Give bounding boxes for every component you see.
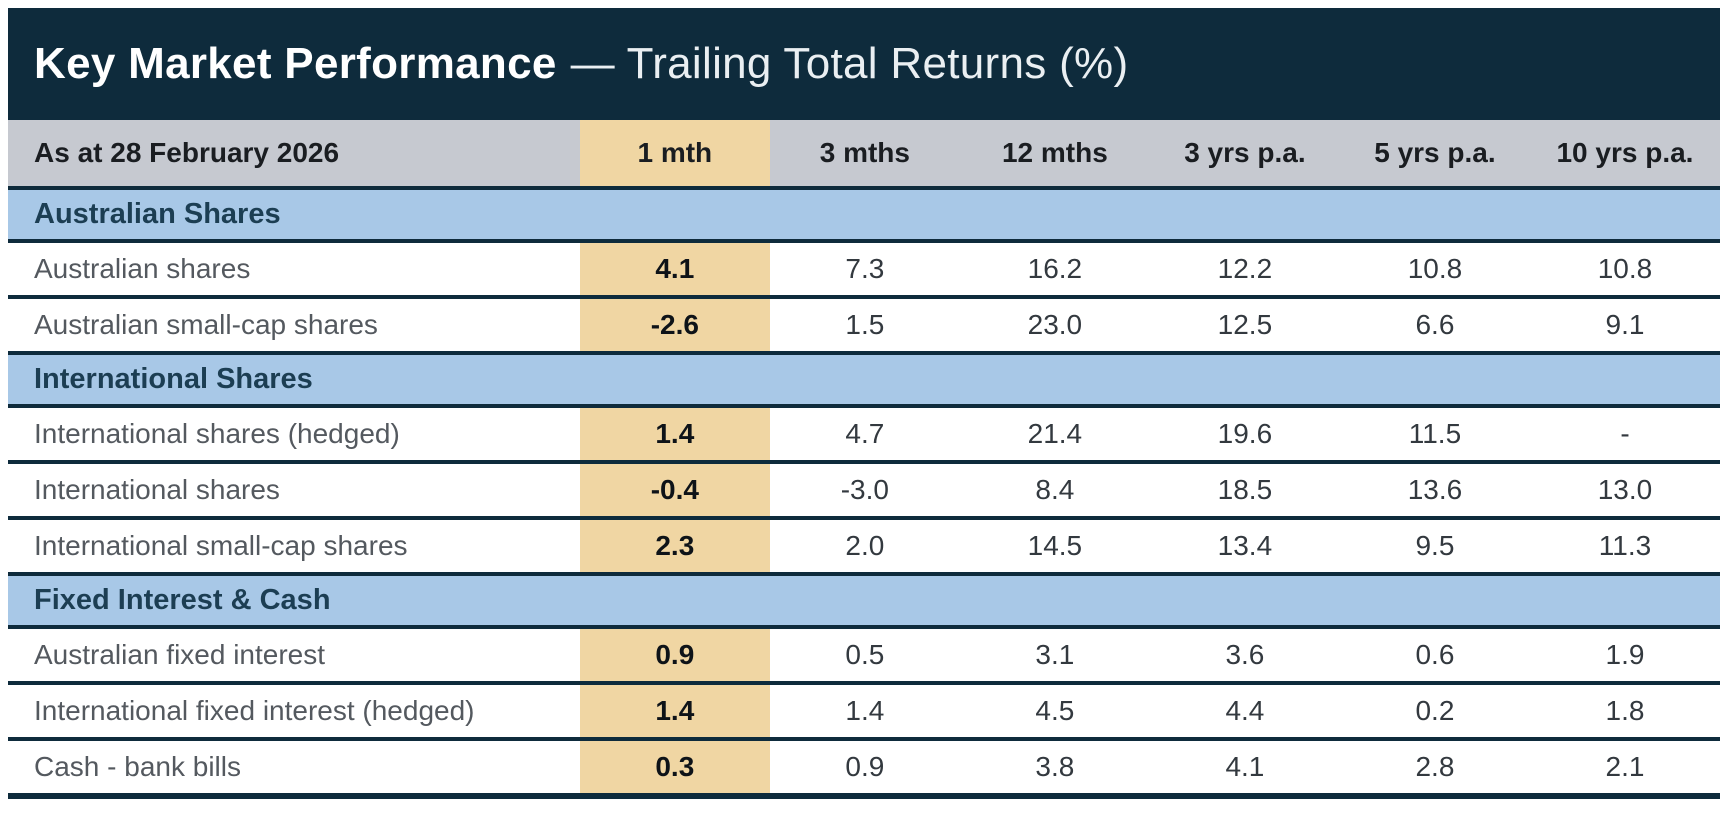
- cell-1mth: 1.4: [579, 681, 770, 739]
- row-label: Australian fixed interest: [8, 625, 580, 683]
- cell-12mths: 21.4: [959, 404, 1150, 462]
- cell-3yrs: 3.6: [1149, 625, 1340, 683]
- cell-3mths: -3.0: [769, 460, 960, 518]
- cell-5yrs: 0.6: [1339, 625, 1530, 683]
- section-title: International Shares: [8, 351, 1720, 406]
- cell-1mth: 0.9: [579, 625, 770, 683]
- cell-1mth: 2.3: [579, 516, 770, 574]
- cell-10yrs: 1.9: [1529, 625, 1720, 683]
- cell-5yrs: 0.2: [1339, 681, 1530, 739]
- cell-10yrs: -: [1529, 404, 1720, 462]
- cell-3mths: 1.4: [769, 681, 960, 739]
- cell-1mth: 4.1: [579, 239, 770, 297]
- column-header-row: As at 28 February 2026 1 mth 3 mths 12 m…: [8, 120, 1720, 188]
- cell-3yrs: 4.4: [1149, 681, 1340, 739]
- col-header-12mths: 12 mths: [959, 120, 1150, 188]
- row-label: Cash - bank bills: [8, 737, 580, 793]
- cell-3yrs: 12.5: [1149, 295, 1340, 353]
- cell-12mths: 4.5: [959, 681, 1150, 739]
- row-label: Australian shares: [8, 239, 580, 297]
- cell-3yrs: 12.2: [1149, 239, 1340, 297]
- table-title: Key Market Performance: [34, 39, 557, 88]
- cell-5yrs: 2.8: [1339, 737, 1530, 793]
- table-title-bar: Key Market Performance — Trailing Total …: [8, 8, 1720, 120]
- as-at-date-header: As at 28 February 2026: [8, 120, 580, 188]
- cell-10yrs: 10.8: [1529, 239, 1720, 297]
- table-row: International shares -0.4 -3.0 8.4 18.5 …: [8, 460, 1720, 518]
- cell-10yrs: 13.0: [1529, 460, 1720, 518]
- cell-3mths: 2.0: [769, 516, 960, 574]
- cell-1mth: -2.6: [579, 295, 770, 353]
- performance-table-wrap: As at 28 February 2026 1 mth 3 mths 12 m…: [8, 120, 1720, 799]
- cell-12mths: 3.1: [959, 625, 1150, 683]
- row-label: International shares (hedged): [8, 404, 580, 462]
- cell-3yrs: 13.4: [1149, 516, 1340, 574]
- cell-12mths: 16.2: [959, 239, 1150, 297]
- table-row: International small-cap shares 2.3 2.0 1…: [8, 516, 1720, 574]
- cell-3mths: 4.7: [769, 404, 960, 462]
- section-title: Fixed Interest & Cash: [8, 572, 1720, 627]
- cell-12mths: 23.0: [959, 295, 1150, 353]
- cell-1mth: 0.3: [579, 737, 770, 793]
- cell-3yrs: 4.1: [1149, 737, 1340, 793]
- row-label: International shares: [8, 460, 580, 518]
- cell-12mths: 3.8: [959, 737, 1150, 793]
- cell-10yrs: 2.1: [1529, 737, 1720, 793]
- cell-10yrs: 9.1: [1529, 295, 1720, 353]
- table-row: International fixed interest (hedged) 1.…: [8, 681, 1720, 739]
- cell-5yrs: 13.6: [1339, 460, 1530, 518]
- cell-12mths: 8.4: [959, 460, 1150, 518]
- col-header-5yrs: 5 yrs p.a.: [1339, 120, 1530, 188]
- row-label: International small-cap shares: [8, 516, 580, 574]
- cell-1mth: -0.4: [579, 460, 770, 518]
- cell-1mth: 1.4: [579, 404, 770, 462]
- section-header-australian-shares: Australian Shares: [8, 186, 1720, 241]
- cell-5yrs: 11.5: [1339, 404, 1530, 462]
- cell-3mths: 1.5: [769, 295, 960, 353]
- section-header-fixed-interest-cash: Fixed Interest & Cash: [8, 572, 1720, 627]
- cell-3mths: 0.5: [769, 625, 960, 683]
- row-label: Australian small-cap shares: [8, 295, 580, 353]
- cell-5yrs: 9.5: [1339, 516, 1530, 574]
- table-row: Cash - bank bills 0.3 0.9 3.8 4.1 2.8 2.…: [8, 737, 1720, 793]
- table-row: Australian fixed interest 0.9 0.5 3.1 3.…: [8, 625, 1720, 683]
- col-header-10yrs: 10 yrs p.a.: [1529, 120, 1720, 188]
- cell-12mths: 14.5: [959, 516, 1150, 574]
- table-subtitle: — Trailing Total Returns (%): [570, 39, 1129, 88]
- section-header-international-shares: International Shares: [8, 351, 1720, 406]
- cell-10yrs: 1.8: [1529, 681, 1720, 739]
- cell-10yrs: 11.3: [1529, 516, 1720, 574]
- col-header-3yrs: 3 yrs p.a.: [1149, 120, 1340, 188]
- cell-5yrs: 6.6: [1339, 295, 1530, 353]
- performance-table: As at 28 February 2026 1 mth 3 mths 12 m…: [8, 120, 1720, 793]
- cell-3mths: 0.9: [769, 737, 960, 793]
- table-row: Australian shares 4.1 7.3 16.2 12.2 10.8…: [8, 239, 1720, 297]
- section-title: Australian Shares: [8, 186, 1720, 241]
- col-header-1mth: 1 mth: [579, 120, 770, 188]
- row-label: International fixed interest (hedged): [8, 681, 580, 739]
- table-row: Australian small-cap shares -2.6 1.5 23.…: [8, 295, 1720, 353]
- cell-3mths: 7.3: [769, 239, 960, 297]
- table-row: International shares (hedged) 1.4 4.7 21…: [8, 404, 1720, 462]
- cell-5yrs: 10.8: [1339, 239, 1530, 297]
- cell-3yrs: 18.5: [1149, 460, 1340, 518]
- col-header-3mths: 3 mths: [769, 120, 960, 188]
- cell-3yrs: 19.6: [1149, 404, 1340, 462]
